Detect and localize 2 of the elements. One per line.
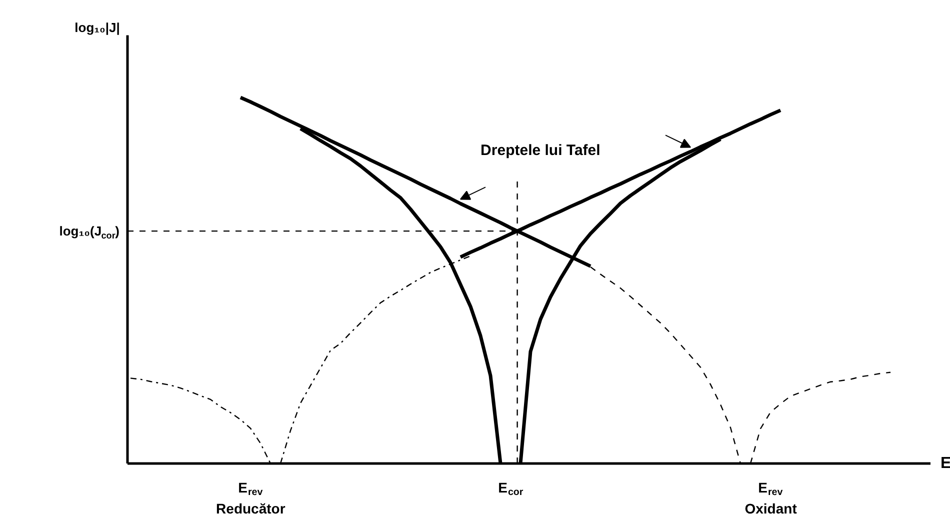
annotation: Dreptele lui Tafel xyxy=(480,142,600,160)
y-axis-title: log₁₀|J| xyxy=(74,20,120,35)
